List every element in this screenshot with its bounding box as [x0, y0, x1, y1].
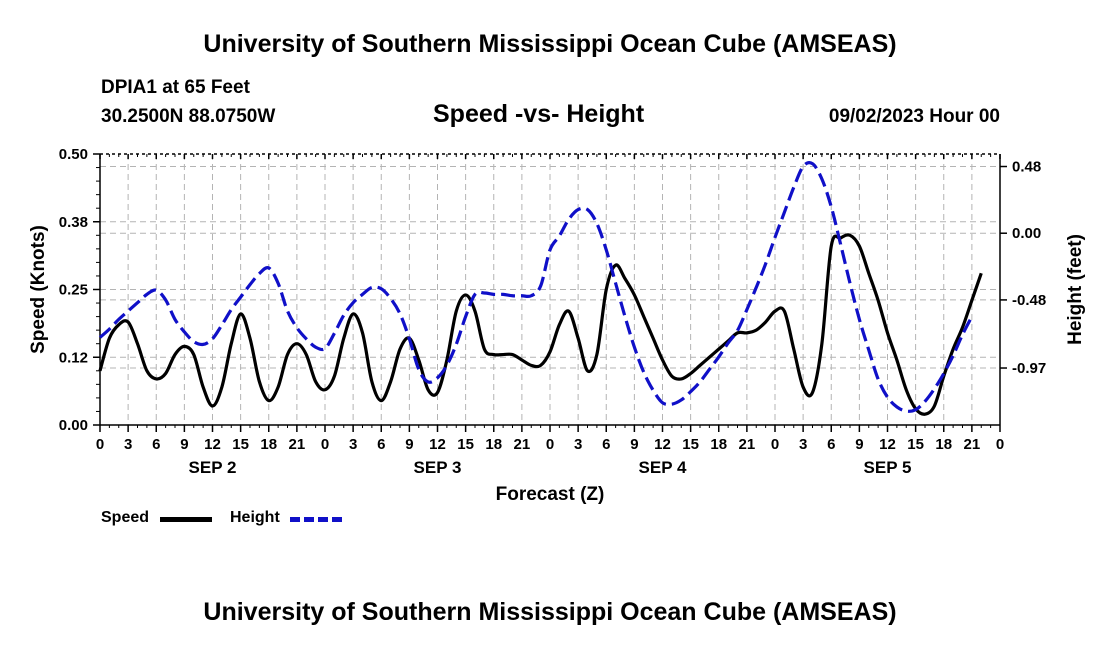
chart-main-title: University of Southern Mississippi Ocean…	[203, 30, 897, 58]
x-tick-label: 0	[96, 436, 104, 453]
y-tick-label: 0.50	[59, 146, 88, 163]
y2-tick-label: -0.97	[1012, 360, 1046, 377]
x-tick-label: 6	[152, 436, 160, 453]
x-tick-label: 18	[935, 436, 952, 453]
x-tick-label: 3	[124, 436, 132, 453]
x-tick-label: 0	[321, 436, 329, 453]
x-tick-label: 12	[429, 436, 446, 453]
y2-axis-title: Height (feet)	[1065, 234, 1086, 345]
x-tick-label: 0	[771, 436, 779, 453]
legend-speed-swatch	[160, 517, 212, 522]
chart-subtitle: Speed -vs- Height	[433, 100, 645, 128]
footer-title: University of Southern Mississippi Ocean…	[203, 598, 897, 626]
y-tick-label: 0.12	[59, 349, 88, 366]
x-tick-label: 9	[630, 436, 638, 453]
x-tick-label: 12	[879, 436, 896, 453]
day-label: SEP 2	[189, 458, 237, 477]
speed-series-line	[98, 233, 983, 416]
y2-tick-label: 0.00	[1012, 225, 1041, 242]
x-tick-label: 6	[827, 436, 835, 453]
x-tick-label: 12	[654, 436, 671, 453]
x-tick-label: 0	[546, 436, 554, 453]
forecast-datetime: 09/02/2023 Hour 00	[828, 106, 1000, 127]
x-tick-label: 15	[682, 436, 699, 453]
x-tick-label: 6	[602, 436, 610, 453]
day-label: SEP 5	[864, 458, 912, 477]
x-tick-label: 15	[232, 436, 249, 453]
height-series-line	[98, 161, 974, 413]
x-tick-label: 3	[574, 436, 582, 453]
x-tick-label: 9	[855, 436, 863, 453]
x-tick-label: 3	[349, 436, 357, 453]
x-tick-label: 3	[799, 436, 807, 453]
x-tick-label: 21	[964, 436, 981, 453]
y-tick-label: 0.38	[59, 214, 88, 231]
y-tick-label: 0.25	[59, 282, 88, 299]
day-label: SEP 3	[414, 458, 462, 477]
legend-speed-label: Speed	[101, 509, 150, 526]
x-tick-label: 18	[260, 436, 277, 453]
x-tick-label: 15	[457, 436, 474, 453]
x-axis-title: Forecast (Z)	[496, 484, 605, 505]
x-tick-label: 21	[514, 436, 531, 453]
y-axis-title: Speed (Knots)	[28, 225, 49, 354]
x-tick-label: 9	[180, 436, 188, 453]
station-coordinates: 30.2500N 88.0750W	[101, 106, 276, 127]
x-tick-label: 6	[377, 436, 385, 453]
x-tick-label: 18	[485, 436, 502, 453]
legend-height-label: Height	[230, 509, 280, 526]
day-label: SEP 4	[639, 458, 687, 477]
x-tick-label: 15	[907, 436, 924, 453]
legend-height-swatch	[290, 517, 342, 522]
x-tick-label: 18	[710, 436, 727, 453]
y2-tick-label: -0.48	[1012, 292, 1046, 309]
x-tick-label: 12	[204, 436, 221, 453]
station-label: DPIA1 at 65 Feet	[101, 77, 250, 98]
x-tick-label: 9	[405, 436, 413, 453]
x-tick-label: 0	[996, 436, 1004, 453]
y2-tick-label: 0.48	[1012, 159, 1041, 176]
x-tick-label: 21	[739, 436, 756, 453]
y-tick-label: 0.00	[59, 417, 88, 434]
x-tick-label: 21	[289, 436, 306, 453]
